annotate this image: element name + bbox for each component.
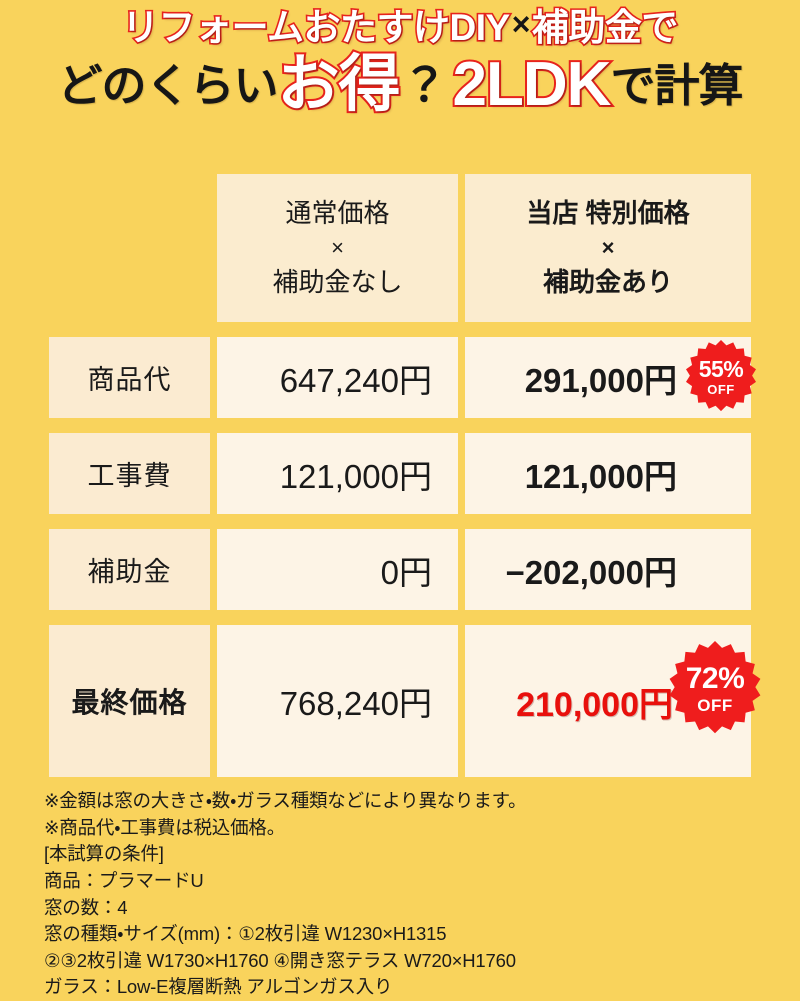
row-normal-price-cell: 647,240円 bbox=[217, 337, 458, 418]
headline-brand-text: リフォームおたすけDIY bbox=[121, 7, 512, 48]
column-header-normal-times: × bbox=[331, 235, 344, 261]
table-row: 商品代 647,240円 291,000円 55% OFF bbox=[49, 337, 757, 418]
discount-badge-percent: 55% bbox=[698, 356, 744, 382]
headline-line-1: リフォームおたすけDIY×補助金で bbox=[0, 6, 800, 48]
row-normal-price-value: 121,000円 bbox=[279, 457, 432, 495]
footnotes-block: ※金額は窓の大きさ・数・ガラス種類などにより異なります。 ※商品代・工事費は税込… bbox=[44, 788, 527, 1001]
row-special-price-value: 121,000円 bbox=[524, 457, 677, 495]
headline-2ldk-text: 2LDK bbox=[451, 49, 614, 119]
footnote-line: ※商品代・工事費は税込価格。 bbox=[44, 816, 285, 838]
column-header-special-times: × bbox=[601, 235, 615, 261]
row-special-price-cell: −202,000円 bbox=[465, 529, 751, 610]
row-normal-price-value: 768,240円 bbox=[279, 685, 432, 722]
footnote-line: ②③2枚引違 W1730×H1760 ④開き窓テラス W720×H1760 bbox=[44, 949, 516, 971]
discount-badge-55: 55% OFF bbox=[685, 340, 757, 412]
row-label-cell: 工事費 bbox=[49, 433, 210, 514]
table-row: 工事費 121,000円 121,000円 bbox=[49, 433, 751, 514]
row-label-text: 工事費 bbox=[87, 461, 172, 491]
headline-question-mark: ？ bbox=[401, 58, 448, 111]
row-special-price-cell: 210,000円 72% OFF bbox=[465, 625, 761, 777]
price-comparison-table: 通常価格 × 補助金なし 当店 特別価格 × 補助金あり 商品代 647,240… bbox=[49, 174, 761, 792]
footnote-line: [本試算の条件] bbox=[44, 843, 164, 865]
row-normal-price-cell: 121,000円 bbox=[217, 433, 458, 514]
column-header-normal-price: 通常価格 × 補助金なし bbox=[217, 174, 458, 322]
row-label-text: 最終価格 bbox=[71, 687, 188, 718]
row-special-price-value: −202,000円 bbox=[505, 553, 677, 591]
row-normal-price-cell: 768,240円 bbox=[217, 625, 458, 777]
headline-block: リフォームおたすけDIY×補助金で どのくらいお得？2LDKで計算 bbox=[0, 0, 800, 119]
discount-badge-percent: 72% bbox=[685, 662, 745, 695]
headline-otoku-text: お得 bbox=[276, 49, 403, 119]
table-row-final: 最終価格 768,240円 210,000円 72% OFF bbox=[49, 625, 761, 777]
column-header-special-price: 当店 特別価格 × 補助金あり bbox=[465, 174, 751, 322]
footnote-line: ※金額は窓の大きさ・数・ガラス種類などにより異なります。 bbox=[44, 790, 527, 811]
row-normal-price-value: 0円 bbox=[380, 553, 432, 591]
row-special-price-value: 291,000円 bbox=[524, 361, 677, 399]
headline-line-2: どのくらいお得？2LDKで計算 bbox=[0, 49, 800, 119]
headline-subsidy-text: 補助金で bbox=[530, 7, 680, 48]
discount-badge-off-label: OFF bbox=[697, 696, 733, 715]
headline-times-symbol: × bbox=[511, 6, 531, 42]
column-header-special-line3: 補助金あり bbox=[542, 266, 673, 297]
footnote-line: 窓の種類・サイズ(mm)：①2枚引違 W1230×H1315 bbox=[44, 923, 447, 945]
row-label-text: 商品代 bbox=[87, 365, 172, 395]
table-header-row: 通常価格 × 補助金なし 当店 特別価格 × 補助金あり bbox=[49, 174, 751, 322]
table-corner-cell bbox=[49, 174, 210, 322]
row-special-price-cell: 121,000円 bbox=[465, 433, 751, 514]
column-header-normal-line1: 通常価格 bbox=[285, 198, 390, 229]
row-label-text: 補助金 bbox=[87, 557, 172, 587]
row-special-price-cell: 291,000円 55% OFF bbox=[465, 337, 757, 418]
row-label-cell: 最終価格 bbox=[49, 625, 210, 777]
column-header-special-line1: 当店 特別価格 bbox=[526, 198, 690, 229]
headline-calc-text: で計算 bbox=[610, 59, 743, 111]
discount-badge-off-label: OFF bbox=[707, 382, 735, 397]
table-row: 補助金 0円 −202,000円 bbox=[49, 529, 751, 610]
row-final-price-value: 210,000円 bbox=[516, 685, 673, 724]
headline-howmuch-text: どのくらい bbox=[57, 59, 279, 111]
row-normal-price-value: 647,240円 bbox=[279, 361, 432, 399]
row-normal-price-cell: 0円 bbox=[217, 529, 458, 610]
row-label-cell: 補助金 bbox=[49, 529, 210, 610]
footnote-line: 商品：プラマードU bbox=[44, 869, 204, 891]
column-header-normal-line3: 補助金なし bbox=[272, 266, 403, 297]
footnote-line: ガラス：Low-E複層断熱 アルゴンガス入り bbox=[44, 976, 393, 998]
row-label-cell: 商品代 bbox=[49, 337, 210, 418]
footnote-line: 窓の数：4 bbox=[44, 896, 128, 918]
